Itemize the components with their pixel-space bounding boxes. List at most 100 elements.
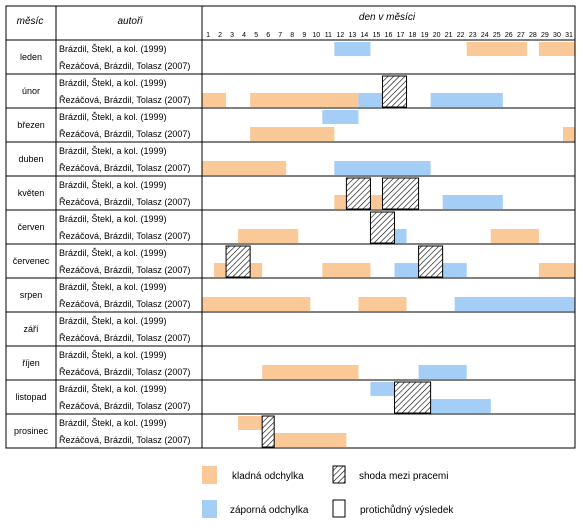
legend: kladná odchylka shoda mezi pracemi zápor… xyxy=(202,465,454,518)
author-label: Brázdil, Štekl, a kol. (1999) xyxy=(59,78,167,88)
day-label: 19 xyxy=(421,32,429,39)
agreement-box xyxy=(261,415,275,448)
month-row-2: březen Brázdil, Štekl, a kol. (1999) Řezáč… xyxy=(17,110,575,141)
author-label: Brázdil, Štekl, a kol. (1999) xyxy=(59,248,167,258)
day-label: 31 xyxy=(565,32,573,39)
month-label: říjen xyxy=(22,358,40,368)
author-label: Řezáčová, Brázdil, Tolasz (2007) xyxy=(59,197,190,207)
author-label: Řezáčová, Brázdil, Tolasz (2007) xyxy=(59,265,190,275)
month-row-0: leden Brázdil, Štekl, a kol. (1999) Řezáčo… xyxy=(20,42,575,71)
negative-deviation-bar xyxy=(334,42,371,56)
positive-deviation-bar xyxy=(358,297,407,311)
agreement-box xyxy=(381,177,420,210)
month-label: červen xyxy=(17,222,44,232)
month-label: duben xyxy=(18,154,43,164)
day-label: 12 xyxy=(336,32,344,39)
positive-deviation-bar xyxy=(238,416,263,430)
day-labels: 1 2 3 4 5 6 7 8 9 10 11 12 13 14 15 16 17 18 19 20 21 22 23 24 2… xyxy=(206,32,573,39)
negative-deviation-bar xyxy=(370,382,395,396)
month-row-3: duben Brázdil, Štekl, a kol. (1999) Řezáčo… xyxy=(18,146,431,175)
author-label: Řezáčová, Brázdil, Tolasz (2007) xyxy=(59,333,190,343)
month-row-9: říjen Brázdil, Štekl, a kol. (1999) Řezáčo… xyxy=(22,350,467,379)
header-month: měsíc xyxy=(17,16,44,27)
day-label: 26 xyxy=(505,32,513,39)
author-label: Brázdil, Štekl, a kol. (1999) xyxy=(59,316,167,326)
positive-deviation-bar xyxy=(262,433,347,447)
positive-deviation-bar xyxy=(490,229,539,243)
month-rows: leden Brázdil, Štekl, a kol. (1999) Řezáčo… xyxy=(13,42,575,448)
legend-positive-swatch xyxy=(202,466,217,484)
month-label: prosinec xyxy=(14,426,49,436)
author-label: Brázdil, Štekl, a kol. (1999) xyxy=(59,418,167,428)
day-label: 13 xyxy=(349,32,357,39)
positive-deviation-bar xyxy=(322,263,371,277)
negative-deviation-bar xyxy=(322,110,359,124)
day-label: 7 xyxy=(278,32,282,39)
negative-deviation-bar xyxy=(454,297,575,311)
month-label: srpen xyxy=(20,290,43,300)
day-label: 2 xyxy=(218,32,222,39)
agreement-box xyxy=(381,75,408,108)
author-label: Řezáčová, Brázdil, Tolasz (2007) xyxy=(59,231,190,241)
header-day: den v měsíci xyxy=(359,12,416,23)
day-label: 23 xyxy=(469,32,477,39)
agreement-box xyxy=(394,381,432,414)
author-label: Řezáčová, Brázdil, Tolasz (2007) xyxy=(59,367,190,377)
day-label: 8 xyxy=(290,32,294,39)
positive-deviation-bar xyxy=(202,297,311,311)
author-label: Brázdil, Štekl, a kol. (1999) xyxy=(59,350,167,360)
day-label: 29 xyxy=(541,32,549,39)
day-label: 14 xyxy=(361,32,369,39)
day-label: 15 xyxy=(373,32,381,39)
day-label: 30 xyxy=(553,32,561,39)
month-row-10: listopad Brázdil, Štekl, a kol. (1999) Řez… xyxy=(15,381,491,414)
day-label: 4 xyxy=(242,32,246,39)
positive-deviation-bar xyxy=(562,127,575,141)
legend-contradiction-swatch xyxy=(332,499,346,518)
author-label: Řezáčová, Brázdil, Tolasz (2007) xyxy=(59,401,190,411)
month-label: září xyxy=(23,324,39,334)
legend-agreement-swatch xyxy=(332,465,346,484)
month-label: červenec xyxy=(13,256,50,266)
positive-deviation-bar xyxy=(202,93,227,107)
day-label: 22 xyxy=(457,32,465,39)
day-label: 17 xyxy=(397,32,405,39)
day-label: 6 xyxy=(266,32,270,39)
month-row-1: únor Brázdil, Štekl, a kol. (1999) Řezáčov… xyxy=(22,75,503,108)
day-label: 16 xyxy=(385,32,393,39)
day-label: 9 xyxy=(302,32,306,39)
day-label: 1 xyxy=(206,32,210,39)
month-label: květen xyxy=(18,188,45,198)
month-row-11: prosinec Brázdil, Štekl, a kol. (1999) Řez… xyxy=(14,415,347,448)
agreement-box xyxy=(369,211,396,244)
day-label: 27 xyxy=(517,32,525,39)
day-label: 18 xyxy=(409,32,417,39)
day-label: 25 xyxy=(493,32,501,39)
positive-deviation-bar xyxy=(250,127,335,141)
negative-deviation-bar xyxy=(334,161,431,175)
month-row-8: září Brázdil, Štekl, a kol. (1999) Řezáčov… xyxy=(23,316,190,343)
positive-deviation-bar xyxy=(466,42,527,56)
agreement-box xyxy=(418,245,444,278)
agreement-box xyxy=(225,245,251,278)
day-label: 21 xyxy=(445,32,453,39)
day-label: 10 xyxy=(312,32,320,39)
month-label: únor xyxy=(22,86,40,96)
legend-positive-label: kladná odchylka xyxy=(232,471,304,482)
month-row-4: květen Brázdil, Štekl, a kol. (1999) Řezáč… xyxy=(18,177,503,210)
day-label: 28 xyxy=(529,32,537,39)
month-label: listopad xyxy=(15,392,46,402)
month-label: březen xyxy=(17,120,45,130)
author-label: Brázdil, Štekl, a kol. (1999) xyxy=(59,146,167,156)
author-label: Řezáčová, Brázdil, Tolasz (2007) xyxy=(59,61,190,71)
author-label: Řezáčová, Brázdil, Tolasz (2007) xyxy=(59,435,190,445)
author-label: Řezáčová, Brázdil, Tolasz (2007) xyxy=(59,129,190,139)
author-label: Brázdil, Štekl, a kol. (1999) xyxy=(59,44,167,54)
positive-deviation-bar xyxy=(262,365,359,379)
table-grid xyxy=(5,5,576,449)
legend-agreement-label: shoda mezi pracemi xyxy=(359,471,448,482)
positive-deviation-bar xyxy=(250,93,359,107)
author-label: Řezáčová, Brázdil, Tolasz (2007) xyxy=(59,163,190,173)
day-label: 24 xyxy=(481,32,489,39)
